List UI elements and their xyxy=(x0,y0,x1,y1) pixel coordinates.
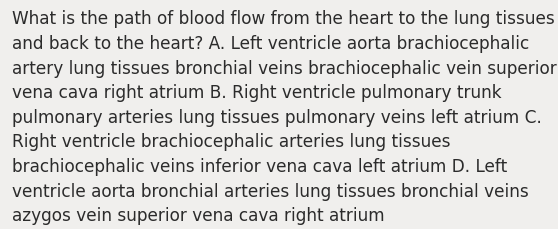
Text: brachiocephalic veins inferior vena cava left atrium D. Left: brachiocephalic veins inferior vena cava… xyxy=(12,157,508,175)
Text: ventricle aorta bronchial arteries lung tissues bronchial veins: ventricle aorta bronchial arteries lung … xyxy=(12,182,529,200)
Text: pulmonary arteries lung tissues pulmonary veins left atrium C.: pulmonary arteries lung tissues pulmonar… xyxy=(12,108,542,126)
Text: What is the path of blood flow from the heart to the lung tissues: What is the path of blood flow from the … xyxy=(12,10,555,28)
Text: artery lung tissues bronchial veins brachiocephalic vein superior: artery lung tissues bronchial veins brac… xyxy=(12,59,557,77)
Text: azygos vein superior vena cava right atrium: azygos vein superior vena cava right atr… xyxy=(12,206,385,224)
Text: and back to the heart? A. Left ventricle aorta brachiocephalic: and back to the heart? A. Left ventricle… xyxy=(12,35,530,53)
Text: Right ventricle brachiocephalic arteries lung tissues: Right ventricle brachiocephalic arteries… xyxy=(12,133,451,151)
Text: vena cava right atrium B. Right ventricle pulmonary trunk: vena cava right atrium B. Right ventricl… xyxy=(12,84,502,102)
